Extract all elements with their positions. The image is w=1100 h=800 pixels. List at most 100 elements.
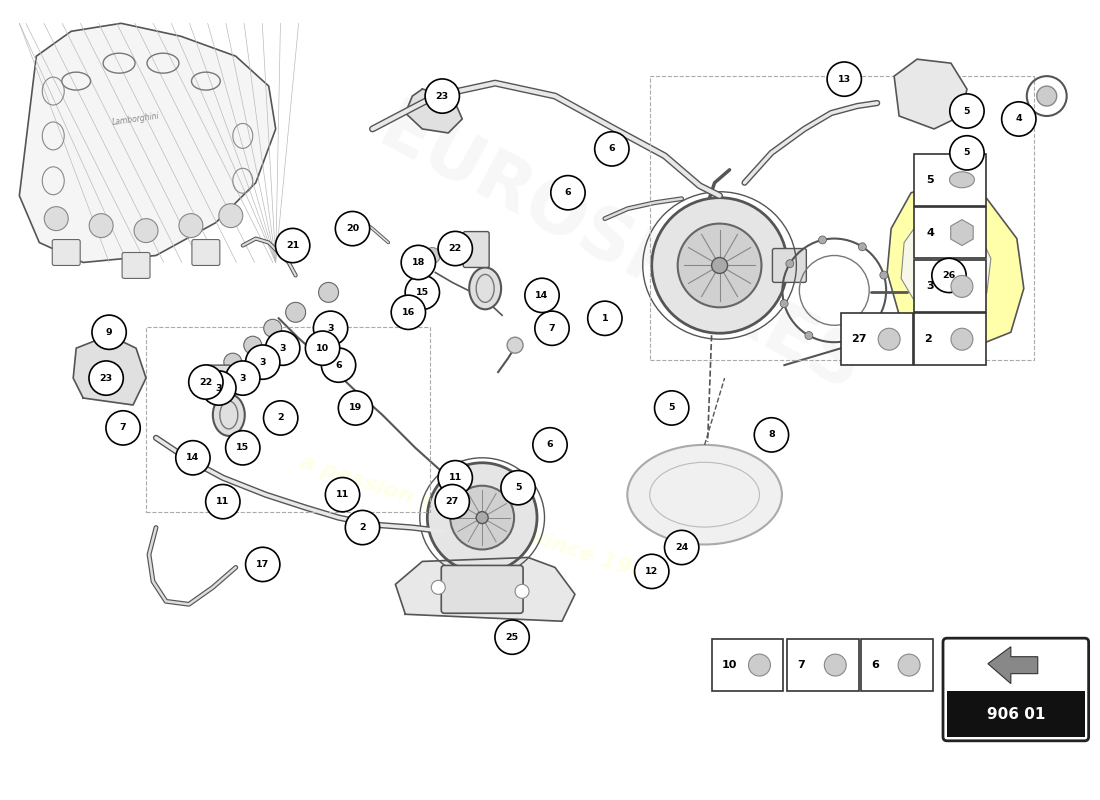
Text: 15: 15 xyxy=(236,443,250,452)
Bar xyxy=(914,206,986,258)
Circle shape xyxy=(336,211,370,246)
Text: 2: 2 xyxy=(924,334,932,344)
Circle shape xyxy=(654,391,689,425)
Bar xyxy=(842,314,913,365)
Circle shape xyxy=(265,331,300,366)
Text: 16: 16 xyxy=(402,308,415,317)
Circle shape xyxy=(827,62,861,96)
Text: 11: 11 xyxy=(336,490,349,499)
Text: 23: 23 xyxy=(436,91,449,101)
Circle shape xyxy=(89,361,123,395)
Text: 4: 4 xyxy=(1015,114,1022,123)
Circle shape xyxy=(392,295,426,330)
Text: 15: 15 xyxy=(416,288,429,297)
Circle shape xyxy=(425,79,460,113)
Text: 13: 13 xyxy=(838,74,850,84)
Bar xyxy=(650,76,1034,360)
Circle shape xyxy=(495,620,529,654)
Text: EUROSPARES: EUROSPARES xyxy=(366,94,873,407)
Ellipse shape xyxy=(213,394,245,436)
Circle shape xyxy=(635,554,669,589)
Circle shape xyxy=(264,401,298,435)
Text: 27: 27 xyxy=(446,497,459,506)
Circle shape xyxy=(326,478,360,512)
Text: a passion for parts since 1989: a passion for parts since 1989 xyxy=(297,451,663,587)
Circle shape xyxy=(345,510,379,545)
Text: 24: 24 xyxy=(675,543,689,552)
Circle shape xyxy=(551,175,585,210)
Circle shape xyxy=(286,302,306,322)
Circle shape xyxy=(405,275,440,310)
Polygon shape xyxy=(395,558,575,622)
Circle shape xyxy=(219,204,243,228)
Circle shape xyxy=(858,242,867,250)
Circle shape xyxy=(587,301,621,335)
Circle shape xyxy=(321,348,355,382)
Text: 8: 8 xyxy=(768,430,774,439)
Text: 22: 22 xyxy=(199,378,212,386)
Text: 18: 18 xyxy=(411,258,425,267)
Text: 20: 20 xyxy=(345,224,359,233)
Bar xyxy=(914,261,986,312)
Circle shape xyxy=(226,361,260,395)
Text: 11: 11 xyxy=(217,497,230,506)
Text: 14: 14 xyxy=(186,454,199,462)
Circle shape xyxy=(431,580,446,594)
FancyBboxPatch shape xyxy=(441,566,524,614)
Text: 27: 27 xyxy=(851,334,867,344)
Bar xyxy=(146,327,430,512)
Text: 12: 12 xyxy=(645,567,659,576)
Circle shape xyxy=(314,311,348,346)
Circle shape xyxy=(932,258,966,293)
Bar xyxy=(712,639,783,691)
Text: 19: 19 xyxy=(349,403,362,413)
Circle shape xyxy=(176,441,210,475)
Text: 3: 3 xyxy=(926,282,934,291)
Circle shape xyxy=(780,300,788,308)
FancyBboxPatch shape xyxy=(943,638,1089,741)
Ellipse shape xyxy=(627,445,782,545)
Circle shape xyxy=(845,336,853,344)
Circle shape xyxy=(949,94,984,128)
Bar xyxy=(861,639,933,691)
Circle shape xyxy=(507,338,524,353)
Text: 7: 7 xyxy=(798,660,805,670)
Circle shape xyxy=(339,391,373,425)
Bar xyxy=(947,691,1085,737)
Text: 7: 7 xyxy=(549,324,556,333)
Circle shape xyxy=(425,247,440,263)
Text: 9: 9 xyxy=(106,328,112,337)
Polygon shape xyxy=(74,335,146,405)
Text: 6: 6 xyxy=(608,144,615,154)
Text: 5: 5 xyxy=(515,483,521,492)
Circle shape xyxy=(438,461,472,495)
Circle shape xyxy=(275,228,310,262)
Circle shape xyxy=(952,328,972,350)
Text: 7: 7 xyxy=(120,423,127,433)
Circle shape xyxy=(436,485,470,518)
Text: 10: 10 xyxy=(722,660,737,670)
Circle shape xyxy=(319,282,339,302)
Text: 17: 17 xyxy=(256,560,270,569)
Text: 4: 4 xyxy=(926,227,934,238)
Text: 23: 23 xyxy=(100,374,112,382)
Circle shape xyxy=(651,198,788,334)
Circle shape xyxy=(206,485,240,518)
Text: 2: 2 xyxy=(277,414,284,422)
Circle shape xyxy=(525,278,559,313)
Text: 2: 2 xyxy=(360,523,366,532)
Circle shape xyxy=(44,206,68,230)
Text: 6: 6 xyxy=(547,440,553,450)
Circle shape xyxy=(106,410,140,445)
Bar xyxy=(788,639,859,691)
Text: 6: 6 xyxy=(871,660,879,670)
Circle shape xyxy=(306,331,340,366)
Circle shape xyxy=(500,470,536,505)
Text: 5: 5 xyxy=(926,174,934,185)
Text: 21: 21 xyxy=(286,241,299,250)
Circle shape xyxy=(515,584,529,598)
Circle shape xyxy=(824,654,846,676)
Circle shape xyxy=(818,236,826,244)
Circle shape xyxy=(134,218,158,242)
Circle shape xyxy=(245,547,279,582)
